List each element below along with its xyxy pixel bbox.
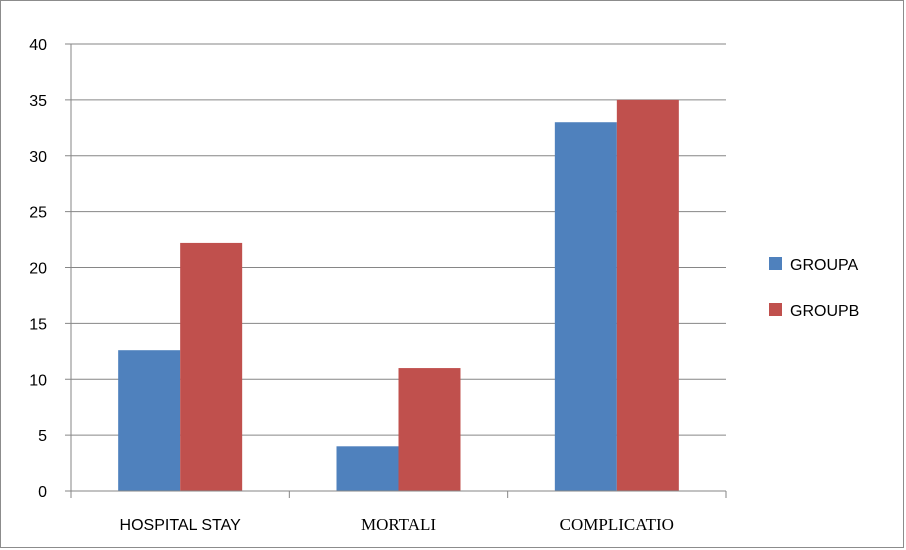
bar-groupb-2 xyxy=(616,99,679,491)
y-tick-label: 10 xyxy=(29,372,47,389)
y-tick-labels: 0 5 10 15 20 25 30 35 40 xyxy=(29,37,47,501)
x-category-label: HOSPITAL STAY xyxy=(120,517,242,534)
y-tick-label: 15 xyxy=(29,316,47,333)
bars xyxy=(118,99,679,491)
y-tick-label: 30 xyxy=(29,149,47,166)
x-category-labels: HOSPITAL STAY MORTALI COMPLICATIO xyxy=(120,515,674,534)
y-tick-label: 40 xyxy=(29,37,47,54)
x-category-label: COMPLICATIO xyxy=(560,515,674,534)
bar-groupa-2 xyxy=(554,122,617,491)
y-tick-label: 0 xyxy=(38,484,47,501)
legend-swatch-groupa xyxy=(769,257,782,270)
bar-groupa-1 xyxy=(336,446,399,491)
bar-groupa-0 xyxy=(118,350,181,491)
axes xyxy=(65,43,727,498)
x-category-label: MORTALI xyxy=(361,515,436,534)
y-tick-label: 5 xyxy=(38,428,47,445)
legend: GROUPA GROUPB xyxy=(769,257,859,320)
legend-label-groupa: GROUPA xyxy=(790,257,858,274)
legend-label-groupb: GROUPB xyxy=(790,303,859,320)
bar-groupb-1 xyxy=(398,368,461,491)
bar-groupb-0 xyxy=(180,242,243,491)
legend-swatch-groupb xyxy=(769,303,782,316)
y-tick-label: 25 xyxy=(29,205,47,222)
y-tick-label: 20 xyxy=(29,261,47,278)
y-tick-label: 35 xyxy=(29,93,47,110)
